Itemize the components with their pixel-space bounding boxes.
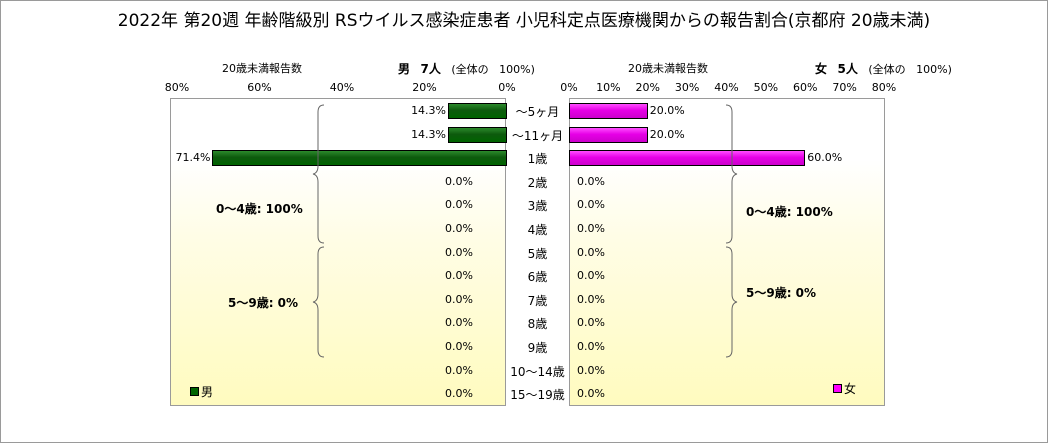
age-category-label: 15～19歳 — [510, 388, 565, 403]
female-bar — [569, 150, 806, 167]
male-data-label: 0.0% — [445, 387, 473, 401]
female-data-label: 0.0% — [577, 340, 605, 353]
male-data-label: 14.3% — [411, 127, 447, 141]
female-data-label: 0.0% — [577, 387, 605, 401]
age-category-label: 9歳 — [527, 341, 548, 355]
male-x-tick-label: 20% — [412, 81, 437, 94]
age-category-label: ～11ヶ月 — [511, 128, 564, 143]
female-x-tick-label: 60% — [793, 81, 818, 94]
male-data-label: 71.4% — [175, 151, 211, 165]
male-legend: 男 — [190, 383, 213, 400]
male-x-tick-label: 0% — [498, 81, 516, 94]
female-legend: 女 — [833, 380, 856, 397]
age-category-label: 5歳 — [527, 246, 548, 261]
male-count: 7人 — [420, 62, 441, 76]
male-data-label: 14.3% — [411, 104, 447, 117]
female-count: 5人 — [837, 62, 858, 76]
female-count-header: 女 5人 (全体の 100%) — [815, 60, 952, 77]
male-bar — [448, 126, 507, 143]
female-x-tick-label: 30% — [674, 81, 700, 94]
male-data-label: 0.0% — [445, 245, 473, 259]
female-legend-swatch — [833, 384, 842, 393]
male-data-label: 0.0% — [445, 269, 473, 283]
female-plot-area — [569, 98, 885, 406]
male-x-tick-label: 80% — [164, 81, 190, 94]
female-bracket-5-9 — [725, 246, 738, 358]
female-bracket-0-4 — [725, 104, 738, 244]
female-x-tick-label: 40% — [714, 81, 739, 94]
male-data-label: 0.0% — [445, 174, 473, 188]
female-x-tick-label: 70% — [832, 81, 857, 94]
female-x-tick-label: 0% — [560, 81, 578, 94]
female-group-0-4-label: 0～4歳: 100% — [746, 205, 833, 219]
male-note: (全体の — [451, 63, 489, 76]
male-legend-label: 男 — [201, 385, 214, 399]
male-plot-area — [170, 98, 506, 406]
chart-title: 2022年 第20週 年齢階級別 RSウイルス感染症患者 小児科定点医療機関から… — [117, 11, 931, 31]
female-data-label: 0.0% — [577, 222, 605, 235]
male-group-0-4-label: 0～4歳: 100% — [216, 202, 303, 216]
female-x-tick-label: 50% — [753, 81, 779, 94]
female-data-label: 0.0% — [577, 316, 605, 330]
female-note: (全体の — [868, 63, 906, 76]
female-sex-label: 女 — [815, 62, 828, 76]
age-category-label: ～5ヶ月 — [515, 105, 560, 119]
male-sex-label: 男 — [398, 62, 411, 76]
male-bar — [212, 150, 507, 167]
male-bracket-5-9 — [312, 246, 325, 358]
male-data-label: 0.0% — [445, 198, 473, 212]
female-data-label: 0.0% — [577, 198, 605, 212]
male-pct: 100%) — [499, 63, 535, 76]
female-x-tick-label: 20% — [635, 81, 660, 94]
male-bracket-0-4 — [312, 104, 325, 244]
male-data-label: 0.0% — [445, 222, 473, 235]
female-group-5-9-label: 5～9歳: 0% — [746, 286, 817, 300]
female-data-label: 20.0% — [649, 104, 685, 117]
male-x-tick-label: 60% — [247, 81, 272, 94]
age-category-label: 8歳 — [527, 317, 548, 332]
female-bar — [569, 126, 648, 143]
female-bar — [569, 103, 648, 119]
female-caption: 20歳未満報告数 — [628, 62, 708, 75]
male-count-header: 男 7人 (全体の 100%) — [398, 60, 535, 77]
age-category-label: 3歳 — [527, 199, 548, 214]
male-data-label: 0.0% — [445, 316, 473, 330]
female-data-label: 0.0% — [577, 292, 605, 306]
male-bar — [448, 103, 507, 119]
female-x-tick-label: 10% — [596, 81, 621, 94]
male-legend-swatch — [190, 387, 199, 396]
female-data-label: 0.0% — [577, 269, 605, 283]
age-category-label: 10～14歳 — [510, 364, 565, 379]
age-category-label: 4歳 — [527, 223, 548, 237]
male-data-label: 0.0% — [445, 340, 473, 353]
age-category-label: 2歳 — [527, 175, 548, 190]
female-data-label: 0.0% — [577, 363, 605, 377]
female-x-tick-label: 80% — [871, 81, 897, 94]
male-data-label: 0.0% — [445, 292, 473, 306]
male-data-label: 0.0% — [445, 363, 473, 377]
age-category-label: 6歳 — [527, 270, 548, 285]
age-category-label: 7歳 — [527, 293, 548, 308]
female-legend-label: 女 — [844, 382, 857, 396]
male-group-5-9-label: 5～9歳: 0% — [228, 296, 299, 310]
female-pct: 100%) — [916, 63, 952, 76]
age-category-label: 1歳 — [527, 152, 548, 167]
female-data-label: 60.0% — [807, 151, 843, 165]
male-caption: 20歳未満報告数 — [222, 62, 302, 75]
female-data-label: 0.0% — [577, 174, 605, 188]
female-data-label: 0.0% — [577, 245, 605, 259]
female-data-label: 20.0% — [649, 127, 685, 141]
male-x-tick-label: 40% — [329, 81, 355, 94]
